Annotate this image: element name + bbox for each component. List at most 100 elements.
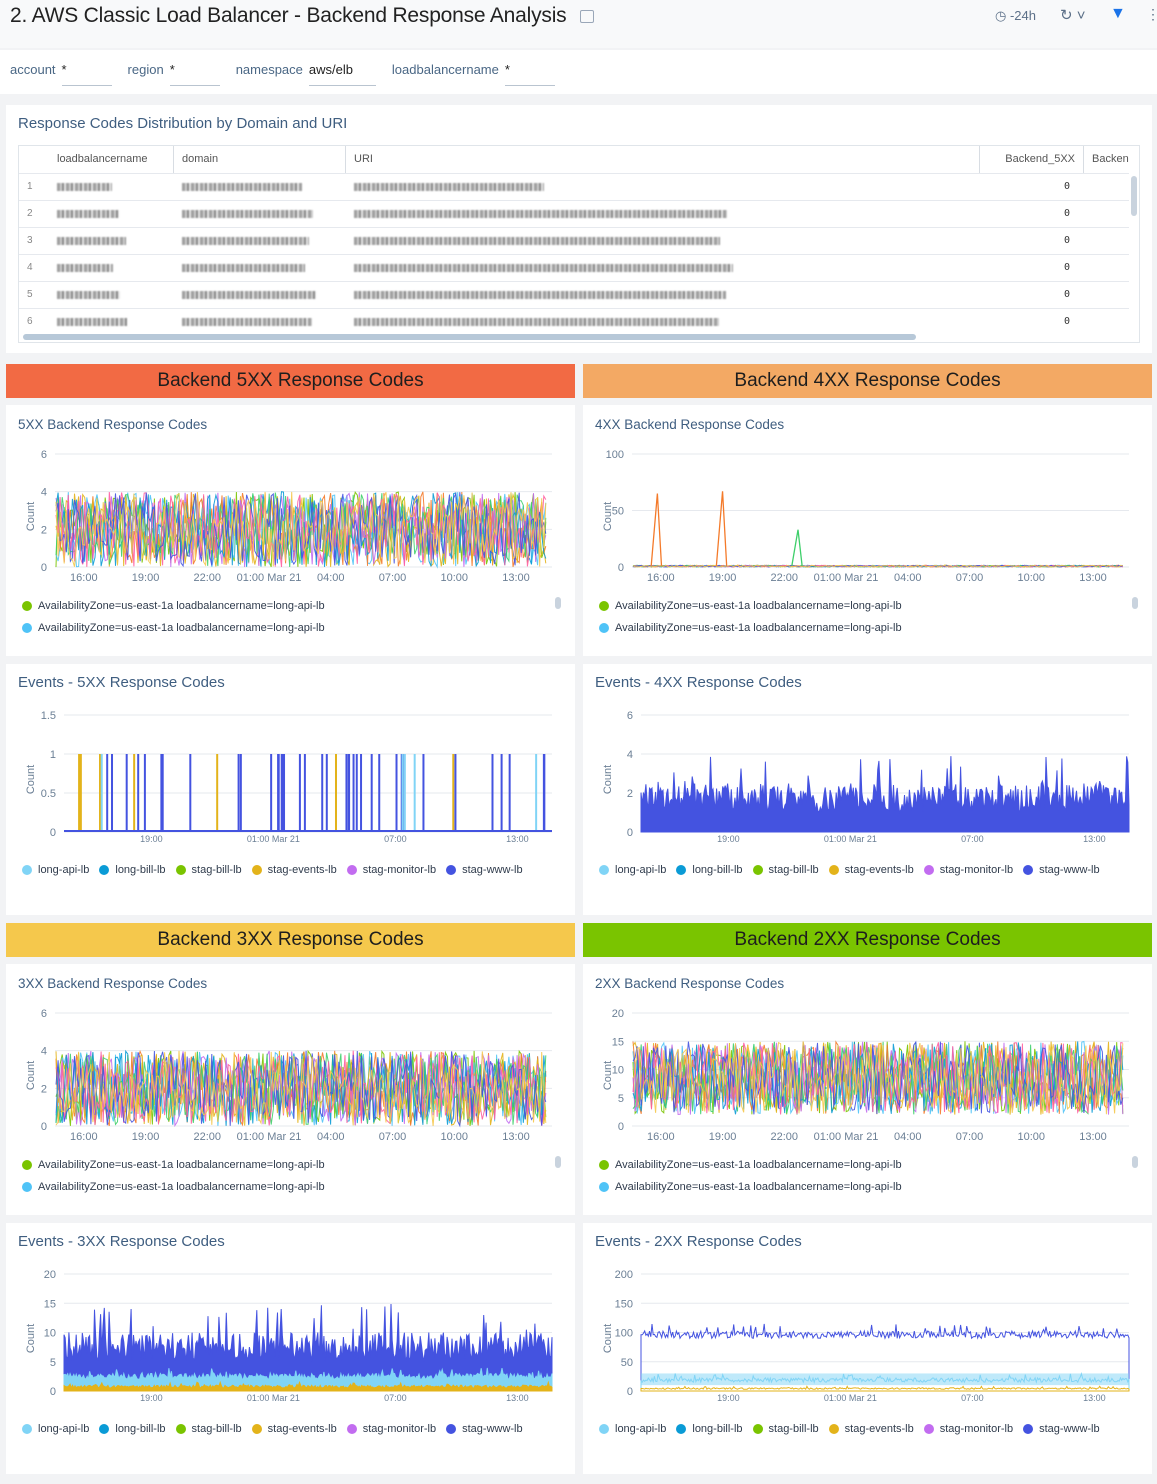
legend-item[interactable]: AvailabilityZone=us-east-1a loadbalancer… bbox=[22, 1154, 522, 1176]
legend-item[interactable]: stag-events-lb bbox=[828, 1418, 914, 1440]
legend-item[interactable]: AvailabilityZone=us-east-1a loadbalancer… bbox=[22, 595, 522, 617]
legend-item[interactable]: long-bill-lb bbox=[99, 1418, 166, 1440]
legend-scrollbar[interactable] bbox=[555, 1156, 561, 1168]
legend-item[interactable]: AvailabilityZone=us-east-1a loadbalancer… bbox=[599, 1176, 1099, 1198]
legend-item[interactable]: stag-www-lb bbox=[1023, 859, 1100, 881]
legend-item[interactable]: long-api-lb bbox=[22, 859, 89, 881]
legend-item[interactable]: stag-www-lb bbox=[446, 859, 523, 881]
table-row[interactable]: 6 0 bbox=[19, 308, 1129, 335]
legend-item[interactable]: AvailabilityZone=us-east-1a loadbalancer… bbox=[599, 617, 1099, 639]
chart-svg: 0 2 4 6 Count 16:00 19:00 22:00 01:00 Mar 21 04:0… bbox=[25, 1008, 552, 1143]
table-row[interactable]: 2 0 bbox=[19, 200, 1129, 227]
share-icon[interactable] bbox=[580, 9, 595, 23]
legend-label: stag-monitor-lb bbox=[939, 864, 1014, 876]
legend-item[interactable]: stag-www-lb bbox=[446, 1418, 523, 1440]
legend-scrollbar[interactable] bbox=[1132, 597, 1138, 609]
c3xx-panel: 3XX Backend Response Codes 0 2 4 6 Count 16:00… bbox=[6, 964, 575, 1215]
legend-item[interactable]: stag-monitor-lb bbox=[346, 859, 436, 881]
legend-item[interactable]: stag-bill-lb bbox=[175, 1418, 242, 1440]
x-tick-label: 16:00 bbox=[70, 572, 98, 584]
redacted-loadbalancername bbox=[57, 291, 120, 299]
legend-item[interactable]: stag-monitor-lb bbox=[923, 859, 1014, 881]
legend-item[interactable]: stag-events-lb bbox=[251, 859, 337, 881]
chart-legend: AvailabilityZone=us-east-1a loadbalancer… bbox=[22, 595, 542, 639]
x-tick-label: 22:00 bbox=[194, 572, 222, 584]
legend-dot-icon bbox=[446, 1424, 457, 1434]
filter-namespace-input[interactable]: aws/elb bbox=[308, 62, 376, 86]
legend-item[interactable]: AvailabilityZone=us-east-1a loadbalancer… bbox=[599, 1154, 1099, 1176]
legend-scrollbar[interactable] bbox=[555, 597, 561, 609]
table-horizontal-scrollbar[interactable] bbox=[23, 334, 916, 340]
spike-line bbox=[715, 491, 728, 566]
legend-dot-icon bbox=[22, 865, 32, 875]
redacted-loadbalancername bbox=[57, 264, 113, 272]
section-header: Backend 5XX Response Codes bbox=[6, 364, 575, 398]
redacted-domain bbox=[182, 318, 312, 326]
filter-account-input[interactable]: * bbox=[61, 62, 112, 86]
legend-dot-icon bbox=[446, 865, 457, 875]
filter-icon[interactable]: ▼ bbox=[1110, 5, 1126, 22]
legend-item[interactable]: stag-events-lb bbox=[828, 859, 914, 881]
series-line bbox=[55, 1050, 547, 1126]
x-tick-label: 13:00 bbox=[502, 572, 530, 584]
legend-item[interactable]: AvailabilityZone=us-east-1a loadbalancer… bbox=[22, 617, 522, 639]
legend-item[interactable]: long-bill-lb bbox=[99, 859, 166, 881]
legend-item[interactable]: long-api-lb bbox=[22, 1418, 89, 1440]
filter-bar: account * region * namespace aws/elb loa… bbox=[0, 50, 1157, 94]
backend-5xx-value: 0 bbox=[1064, 235, 1071, 246]
legend-dot-icon bbox=[346, 865, 357, 875]
column-header-uri[interactable]: URI bbox=[346, 146, 980, 173]
legend-label: AvailabilityZone=us-east-1a loadbalancer… bbox=[615, 1181, 902, 1193]
more-icon[interactable]: ⋮ bbox=[1146, 6, 1157, 22]
e5xx-panel: Events - 5XX Response Codes 0 0.5 1 1.5 Count… bbox=[6, 664, 575, 915]
legend-item[interactable]: stag-monitor-lb bbox=[923, 1418, 1013, 1440]
x-tick-label: 04:00 bbox=[894, 572, 922, 584]
filter-region-input[interactable]: * bbox=[169, 62, 220, 86]
table-row[interactable]: 3 0 bbox=[19, 227, 1129, 254]
column-header-domain[interactable]: domain bbox=[174, 146, 346, 173]
x-tick-label: 19:00 bbox=[717, 1393, 740, 1403]
refresh-icon[interactable]: ↻ ˅ bbox=[1060, 7, 1086, 24]
y-tick-label: 6 bbox=[627, 710, 633, 722]
column-header-backend-5xx[interactable]: Backend_5XX bbox=[980, 146, 1084, 173]
legend-item[interactable]: stag-bill-lb bbox=[752, 859, 819, 881]
redacted-uri bbox=[354, 183, 544, 191]
column-header-backend-4xx[interactable]: Backen bbox=[1092, 153, 1129, 165]
table-row[interactable]: 1 0 bbox=[19, 173, 1129, 200]
legend-item[interactable]: stag-bill-lb bbox=[175, 859, 242, 881]
time-range-button[interactable]: ◷ -24h bbox=[995, 8, 1036, 24]
chart-legend: long-api-lb long-bill-lb stag-bill-lb stag-… bbox=[599, 1418, 1119, 1440]
legend-label: stag-bill-lb bbox=[768, 1423, 819, 1435]
redacted-uri bbox=[354, 291, 726, 299]
y-tick-label: 15 bbox=[44, 1298, 56, 1310]
legend-item[interactable]: long-api-lb bbox=[599, 859, 666, 881]
redacted-domain bbox=[182, 264, 305, 272]
legend-item[interactable]: stag-www-lb bbox=[1023, 1418, 1100, 1440]
table-vertical-scrollbar[interactable] bbox=[1131, 176, 1137, 216]
y-tick-label: 0 bbox=[618, 1121, 624, 1133]
legend-label: stag-events-lb bbox=[267, 864, 337, 876]
legend-label: AvailabilityZone=us-east-1a loadbalancer… bbox=[615, 622, 902, 634]
row-number: 5 bbox=[27, 289, 33, 300]
legend-dot-icon bbox=[599, 1424, 609, 1434]
legend-dot-icon bbox=[599, 601, 609, 611]
legend-item[interactable]: AvailabilityZone=us-east-1a loadbalancer… bbox=[599, 595, 1099, 617]
legend-dot-icon bbox=[828, 865, 839, 875]
redacted-uri bbox=[354, 237, 720, 245]
table-row[interactable]: 5 0 bbox=[19, 281, 1129, 308]
x-tick-label: 16:00 bbox=[70, 1131, 98, 1143]
legend-item[interactable]: long-bill-lb bbox=[676, 1418, 743, 1440]
legend-item[interactable]: long-api-lb bbox=[599, 1418, 666, 1440]
column-header-loadbalancername[interactable]: loadbalancername bbox=[49, 146, 174, 173]
legend-item[interactable]: stag-events-lb bbox=[251, 1418, 337, 1440]
row-number: 2 bbox=[27, 208, 33, 219]
legend-item[interactable]: stag-monitor-lb bbox=[346, 1418, 436, 1440]
legend-scrollbar[interactable] bbox=[1132, 1156, 1138, 1168]
legend-item[interactable]: AvailabilityZone=us-east-1a loadbalancer… bbox=[22, 1176, 522, 1198]
legend-dot-icon bbox=[22, 1424, 32, 1434]
x-tick-label: 19:00 bbox=[709, 1131, 737, 1143]
legend-item[interactable]: long-bill-lb bbox=[676, 859, 743, 881]
filter-loadbalancername-input[interactable]: * bbox=[504, 62, 555, 86]
table-row[interactable]: 4 0 bbox=[19, 254, 1129, 281]
legend-item[interactable]: stag-bill-lb bbox=[752, 1418, 819, 1440]
